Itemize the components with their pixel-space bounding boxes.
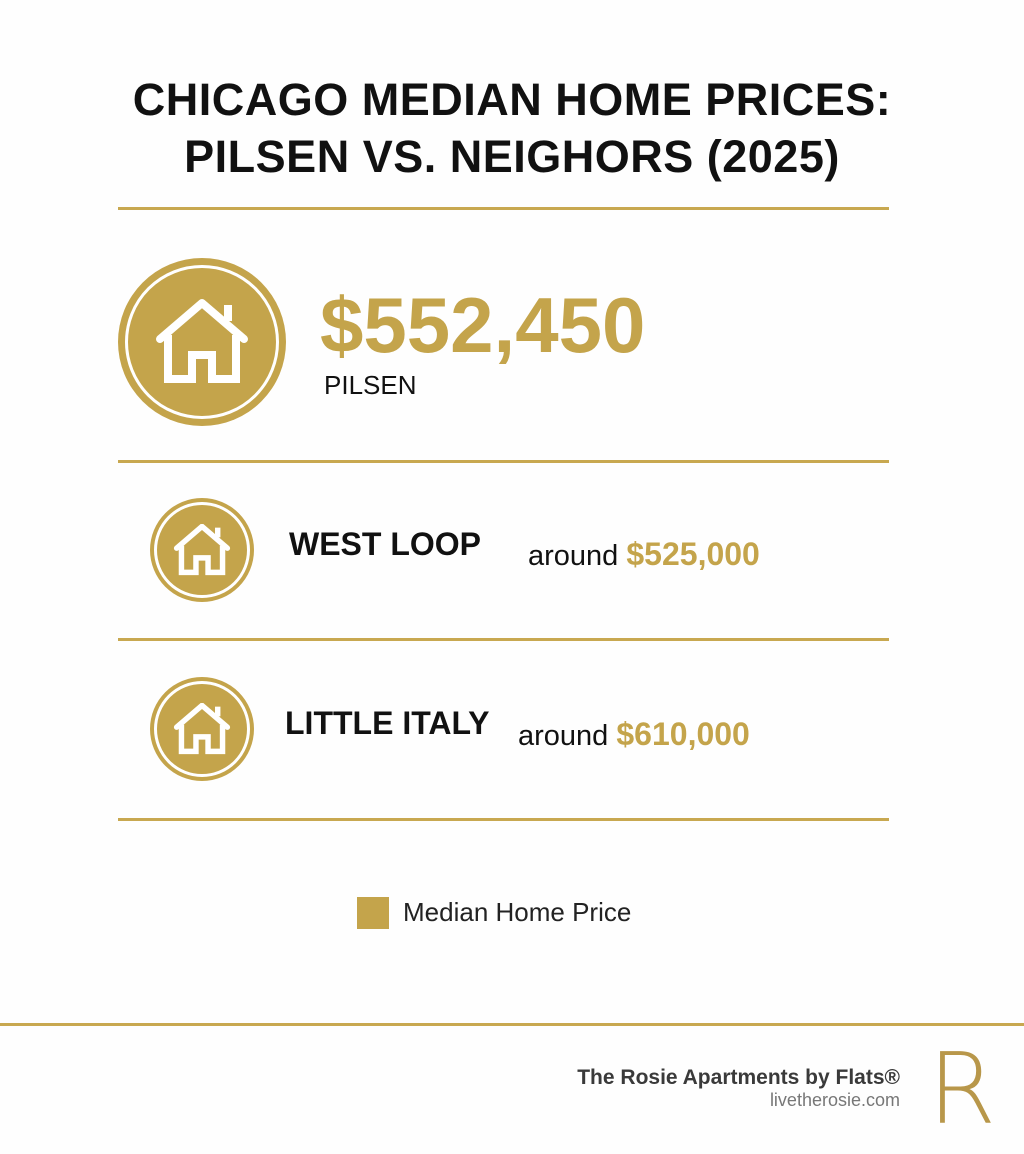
- divider: [118, 818, 889, 821]
- title-line-1: CHICAGO MEDIAN HOME PRICES:: [132, 74, 892, 125]
- legend-swatch: [357, 897, 389, 929]
- around-text: around: [528, 540, 619, 572]
- divider: [118, 207, 889, 210]
- footer-url[interactable]: livetherosie.com: [769, 1090, 900, 1110]
- neighbor-price: $525,000: [626, 536, 760, 572]
- house-icon: [118, 258, 286, 426]
- neighbor-price: $610,000: [616, 716, 750, 752]
- house-icon: [150, 677, 254, 781]
- legend-label: Median Home Price: [403, 897, 632, 927]
- footer-brand: The Rosie Apartments by Flats®: [577, 1066, 900, 1089]
- pilsen-price: $552,450: [320, 281, 646, 369]
- around-text: around: [518, 720, 609, 752]
- divider: [118, 638, 889, 641]
- divider: [118, 460, 889, 463]
- pilsen-label: PILSEN: [324, 370, 417, 400]
- footer-divider: [0, 1023, 1024, 1026]
- rosie-logo: R: [928, 1033, 997, 1147]
- title-line-2: PILSEN VS. NEIGHORS (2025): [184, 131, 840, 182]
- house-icon: [150, 498, 254, 602]
- neighbor-name: LITTLE ITALY: [285, 705, 490, 741]
- neighbor-name: WEST LOOP: [289, 526, 481, 562]
